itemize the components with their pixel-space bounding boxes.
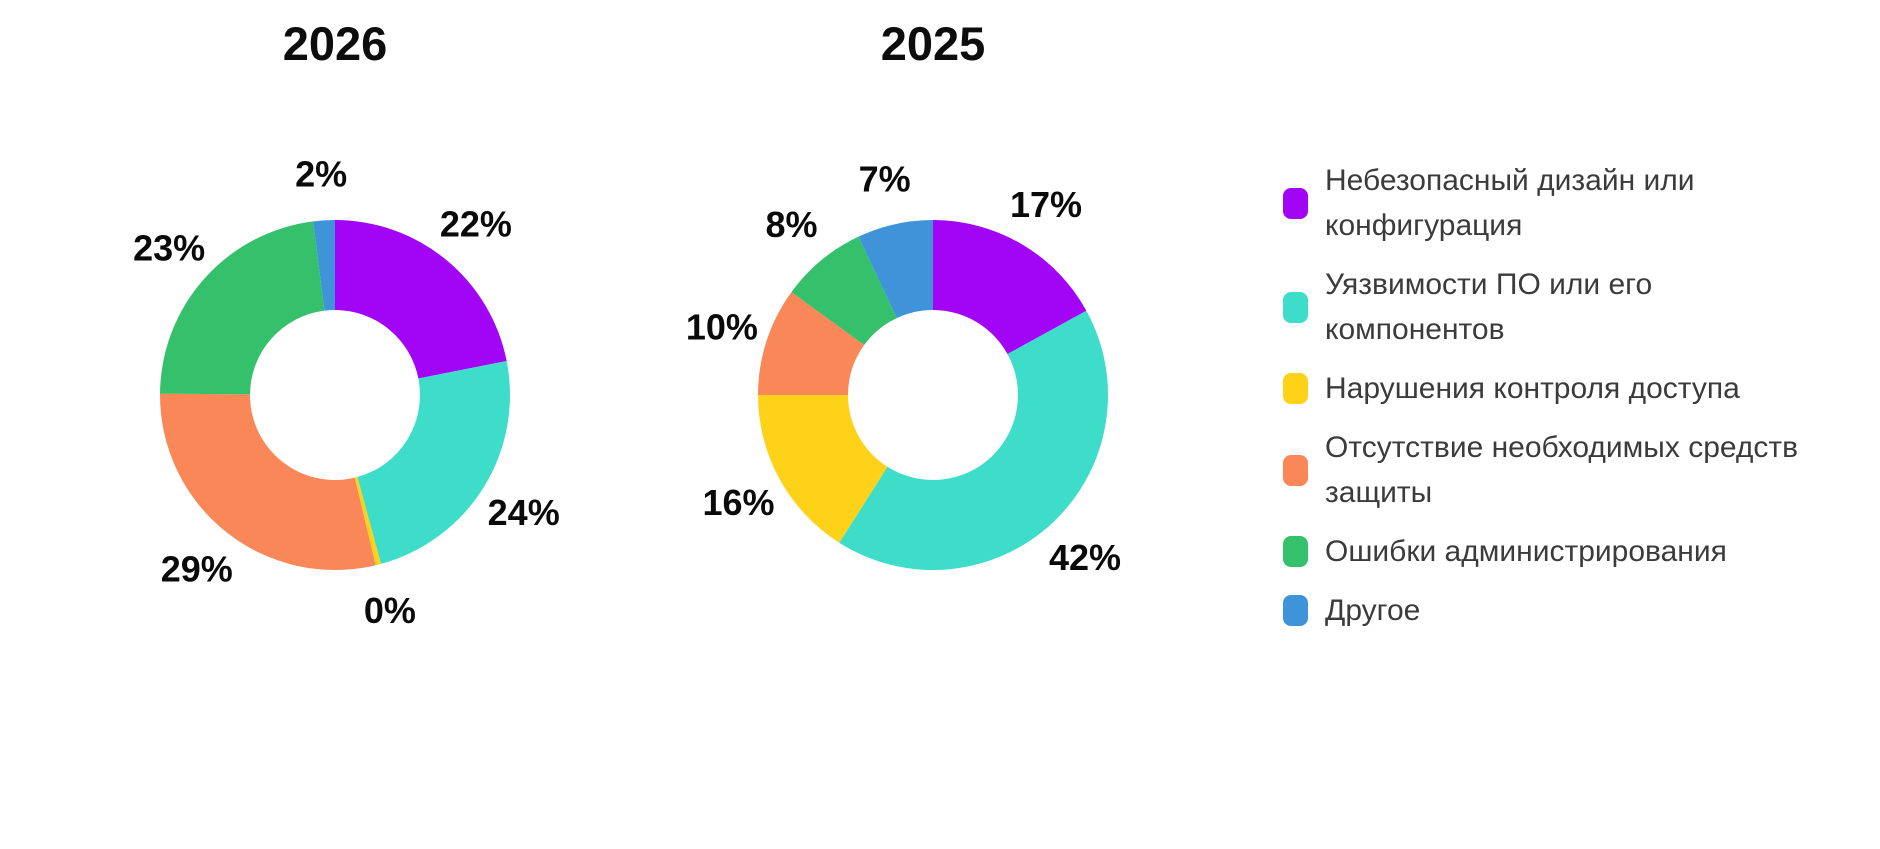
legend-item-label: Отсутствие необходимых средств защиты [1325, 431, 1799, 509]
legend-swatch [1283, 595, 1308, 626]
donut-segment [758, 395, 888, 543]
donut-segment [357, 361, 510, 564]
segment-percent-label: 42% [1049, 537, 1121, 578]
legend-swatch [1283, 454, 1308, 486]
segment-percent-label: 2% [295, 153, 347, 194]
legend-item: Уязвимости ПО или его компонентов [1283, 262, 1798, 352]
chart-title-2025: 2025 [880, 17, 986, 70]
segment-percent-label: 7% [859, 158, 911, 199]
legend: Небезопасный дизайн или конфигурация Уязв… [1283, 158, 1798, 633]
donut-chart-2026: 22% 24% 0% 29% 23% 2% [133, 153, 560, 631]
legend-swatch [1283, 187, 1308, 219]
legend-item: Другое [1283, 588, 1798, 633]
segment-percent-label: 16% [702, 482, 774, 523]
legend-item: Небезопасный дизайн или конфигурация [1283, 158, 1798, 248]
donut-segment [858, 220, 933, 319]
legend-item-label: Уязвимости ПО или его компонентов [1325, 268, 1653, 346]
segment-percent-label: 23% [133, 227, 205, 268]
legend-item: Отсутствие необходимых средств защиты [1283, 425, 1798, 515]
donut-segment [791, 236, 897, 346]
legend-swatch [1283, 291, 1308, 323]
segment-percent-label: 10% [686, 306, 758, 347]
segment-percent-label: 0% [364, 590, 416, 631]
donut-segment [758, 292, 865, 395]
legend-item-label: Ошибки администрирования [1325, 535, 1727, 568]
donut-segment [354, 477, 381, 566]
legend-item-label: Другое [1325, 594, 1421, 627]
legend-item: Ошибки администрирования [1283, 529, 1798, 574]
legend-swatch [1283, 536, 1308, 567]
chart-title-2026: 2026 [282, 17, 388, 70]
donut-segment [933, 220, 1087, 355]
donut-segment [313, 220, 335, 311]
segment-percent-label: 17% [1010, 184, 1082, 225]
segment-percent-label: 24% [488, 492, 560, 533]
legend-swatch [1283, 373, 1308, 404]
donut-segment [839, 310, 1108, 571]
segment-percent-label: 8% [765, 204, 817, 245]
donut-segment [160, 221, 325, 395]
donut-segment [160, 393, 376, 570]
legend-item-label: Небезопасный дизайн или конфигурация [1325, 164, 1695, 242]
donut-segment [335, 220, 507, 379]
legend-item: Нарушения контроля доступа [1283, 366, 1798, 411]
segment-percent-label: 29% [161, 549, 233, 590]
legend-item-label: Нарушения контроля доступа [1325, 372, 1740, 405]
donut-chart-2025: 17% 42% 16% 10% 8% 7% [686, 158, 1121, 578]
segment-percent-label: 22% [440, 203, 512, 244]
